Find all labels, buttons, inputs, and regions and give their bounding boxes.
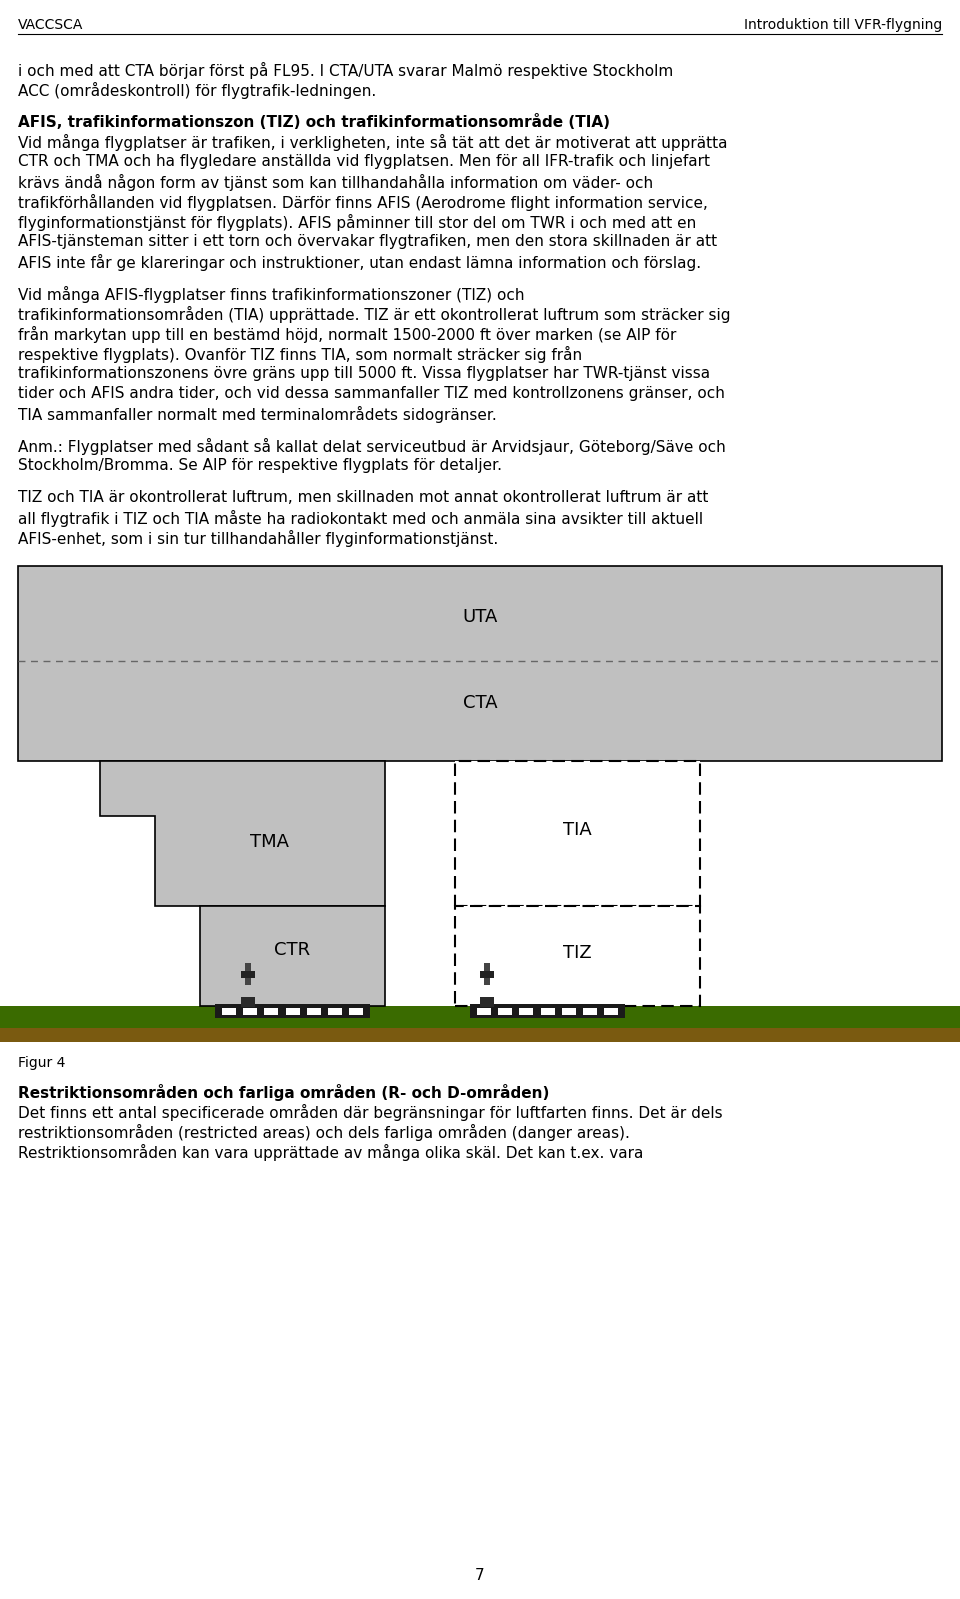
Text: TIA sammanfaller normalt med terminalområdets sidogränser.: TIA sammanfaller normalt med terminalomr… (18, 406, 496, 424)
Text: Det finns ett antal specificerade områden där begränsningar för luftfarten finns: Det finns ett antal specificerade område… (18, 1103, 723, 1121)
Text: trafikinformationsområden (TIA) upprättade. TIZ är ett okontrollerat luftrum som: trafikinformationsområden (TIA) upprätta… (18, 305, 731, 323)
Text: från markytan upp till en bestämd höjd, normalt 1500-2000 ft över marken (se AIP: från markytan upp till en bestämd höjd, … (18, 326, 677, 344)
Text: Introduktion till VFR-flygning: Introduktion till VFR-flygning (744, 18, 942, 32)
Text: CTR och TMA och ha flygledare anställda vid flygplatsen. Men för all IFR-trafik : CTR och TMA och ha flygledare anställda … (18, 154, 710, 169)
Bar (540, 1007, 555, 1015)
Text: TIZ: TIZ (563, 943, 591, 963)
Text: ACC (områdeskontroll) för flygtrafik­ledningen.: ACC (områdeskontroll) för flygtrafik­led… (18, 82, 376, 99)
Text: flyginformationstjänst för flygplats). AFIS påminner till stor del om TWR i och : flyginformationstjänst för flygplats). A… (18, 214, 696, 230)
Bar (519, 1007, 534, 1015)
Bar (245, 963, 251, 985)
Bar (241, 998, 255, 1007)
Text: restriktionsområden (restricted areas) och dels farliga områden (danger areas).: restriktionsområden (restricted areas) o… (18, 1124, 630, 1142)
Text: CTR: CTR (274, 940, 310, 959)
Bar (455, 907, 700, 1006)
Bar (455, 761, 700, 907)
Text: Anm.: Flygplatser med sådant så kallat delat serviceutbud är Arvidsjaur, Götebor: Anm.: Flygplatser med sådant så kallat d… (18, 438, 726, 456)
Bar (0, 1006, 960, 1028)
Bar (241, 971, 255, 979)
Text: VACCSCA: VACCSCA (18, 18, 84, 32)
Text: respektive flygplats). Ovanför TIZ finns TIA, som normalt sträcker sig från: respektive flygplats). Ovanför TIZ finns… (18, 345, 582, 363)
Text: UTA: UTA (463, 608, 497, 625)
Bar (477, 1007, 492, 1015)
Text: trafikinformationszonens övre gräns upp till 5000 ft. Vissa flygplatser har TWR-: trafikinformationszonens övre gräns upp … (18, 366, 710, 381)
Text: all flygtrafik i TIZ och TIA måste ha radiokontakt med och anmäla sina avsikter : all flygtrafik i TIZ och TIA måste ha ra… (18, 510, 703, 528)
Text: Vid många AFIS-flygplatser finns trafikinformationszoner (TIZ) och: Vid många AFIS-flygplatser finns trafiki… (18, 286, 524, 304)
Text: i och med att CTA börjar först på FL95. I CTA/UTA svarar Malmö respektive Stockh: i och med att CTA börjar först på FL95. … (18, 62, 673, 78)
Bar (306, 1007, 321, 1015)
Text: Restriktionsområden och farliga områden (R- och D-områden): Restriktionsområden och farliga områden … (18, 1084, 549, 1102)
Text: Stockholm/Bromma. Se AIP för respektive flygplats för detaljer.: Stockholm/Bromma. Se AIP för respektive … (18, 457, 502, 473)
Text: Figur 4: Figur 4 (18, 1055, 65, 1070)
Bar (18, 566, 942, 761)
Bar (215, 1004, 370, 1019)
Bar (498, 1007, 513, 1015)
Bar (480, 971, 494, 979)
Text: TIZ och TIA är okontrollerat luftrum, men skillnaden mot annat okontrollerat luf: TIZ och TIA är okontrollerat luftrum, me… (18, 489, 708, 505)
Bar (604, 1007, 618, 1015)
Bar (222, 1007, 236, 1015)
Text: AFIS-enhet, som i sin tur tillhandahåller flyginformationstjänst.: AFIS-enhet, som i sin tur tillhandahålle… (18, 529, 498, 547)
Bar (470, 1004, 625, 1019)
Bar (583, 1007, 597, 1015)
Bar (285, 1007, 300, 1015)
Text: AFIS, trafikinformationszon (TIZ) och trafikinformationsområde (TIA): AFIS, trafikinformationszon (TIZ) och tr… (18, 114, 610, 130)
Text: trafikförhållanden vid flygplatsen. Därför finns AFIS (Aerodrome flight informat: trafikförhållanden vid flygplatsen. Därf… (18, 193, 708, 211)
Text: TMA: TMA (251, 833, 290, 851)
Text: Restriktionsområden kan vara upprättade av många olika skäl. Det kan t.ex. vara: Restriktionsområden kan vara upprättade … (18, 1143, 643, 1161)
Text: AFIS-tjänsteman sitter i ett torn och övervakar flygtrafiken, men den stora skil: AFIS-tjänsteman sitter i ett torn och öv… (18, 233, 717, 249)
Text: CTA: CTA (463, 694, 497, 712)
Bar (480, 998, 494, 1007)
Text: krävs ändå någon form av tjänst som kan tillhandahålla information om väder- och: krävs ändå någon form av tjänst som kan … (18, 174, 653, 190)
Text: TIA: TIA (563, 820, 591, 839)
Text: 7: 7 (475, 1569, 485, 1583)
Text: Vid många flygplatser är trafiken, i verkligheten, inte så tät att det är motive: Vid många flygplatser är trafiken, i ver… (18, 134, 728, 150)
Bar (348, 1007, 363, 1015)
Bar (243, 1007, 257, 1015)
Polygon shape (100, 761, 385, 907)
Text: AFIS inte får ge klareringar och instruktioner, utan endast lämna information oc: AFIS inte får ge klareringar och instruk… (18, 254, 701, 270)
Bar (0, 1028, 960, 1043)
Bar (200, 907, 385, 1006)
Bar (484, 963, 490, 985)
Bar (264, 1007, 278, 1015)
Bar (327, 1007, 342, 1015)
Bar (562, 1007, 576, 1015)
Text: tider och AFIS andra tider, och vid dessa sammanfaller TIZ med kontrollzonens gr: tider och AFIS andra tider, och vid dess… (18, 385, 725, 401)
